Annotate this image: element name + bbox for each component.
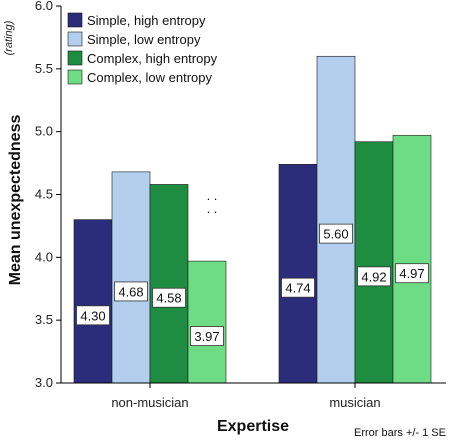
y-tick-label: 3.0 [35,375,53,390]
data-label-musician-simple-low-entropy: 5.60 [323,227,348,242]
bar-non-musician-complex-high-entropy [149,184,189,384]
y-tick-label: 6.0 [35,0,53,13]
bar-non-musician-simple-low-entropy [111,171,151,384]
y-axis-title: Mean unexpectedness [7,115,24,286]
axis-layer: 3.0 3.5 4.0 4.5 5.0 5.5 6.0 non-musician musicia… [35,0,446,410]
legend: Simple, high entropy Simple, low entropy C… [67,12,218,85]
y-tick-label: 5.0 [35,124,53,139]
data-label-musician-complex-low-entropy: 4.97 [399,266,424,281]
bar-non-musician-simple-high-entropy [73,219,113,384]
bar-musician-complex-high-entropy [354,141,394,384]
legend-swatch-simple-high-entropy [67,12,83,28]
legend-swatch-complex-high-entropy [67,50,83,66]
legend-swatch-simple-low-entropy [67,31,83,47]
significance-annotation-top: . . [207,188,218,203]
data-label-box [395,263,429,284]
data-label-non-musician-simple-high-entropy: 4.30 [80,308,105,323]
labels-layer: 4.30 4.68 4.58 3.97 4.74 5.60 4.92 4.97 [76,223,429,346]
legend-swatch-complex-low-entropy [67,69,83,85]
x-tick-label-musician: musician [329,395,380,410]
y-tick-label: 5.5 [35,61,53,76]
bar-musician-simple-low-entropy [316,55,356,384]
y-tick-label: 4.5 [35,187,53,202]
data-label-non-musician-complex-low-entropy: 3.97 [194,329,219,344]
significance-annotation-bottom: . . [207,201,218,216]
x-tick-label-non-musician: non-musician [111,395,188,410]
data-label-box [76,305,110,326]
bar-musician-simple-high-entropy [278,164,318,384]
y-tick-label: 3.5 [35,312,53,327]
data-label-box [190,326,224,346]
data-label-box [152,287,186,308]
data-label-non-musician-simple-low-entropy: 4.68 [118,284,143,299]
data-label-box [114,281,148,302]
legend-label-complex-high-entropy: Complex, high entropy [87,51,218,66]
data-label-box [281,277,315,298]
data-label-box [319,223,353,244]
bar-musician-complex-low-entropy [392,135,432,384]
legend-label-complex-low-entropy: Complex, low entropy [87,70,212,85]
data-label-non-musician-complex-high-entropy: 4.58 [156,291,181,306]
error-bars-footnote: Error bars +/- 1 SE [354,427,446,439]
legend-label-simple-low-entropy: Simple, low entropy [87,32,201,47]
y-tick-label: 4.0 [35,249,53,264]
x-axis-title: Expertise [217,418,289,435]
legend-label-simple-high-entropy: Simple, high entropy [87,13,206,28]
y-axis-unit: (rating) [3,20,15,55]
bars-layer [73,55,432,384]
data-label-musician-simple-high-entropy: 4.74 [285,281,310,296]
data-label-musician-complex-high-entropy: 4.92 [361,269,386,284]
bar-non-musician-complex-low-entropy [187,260,227,384]
data-label-box [357,266,391,287]
